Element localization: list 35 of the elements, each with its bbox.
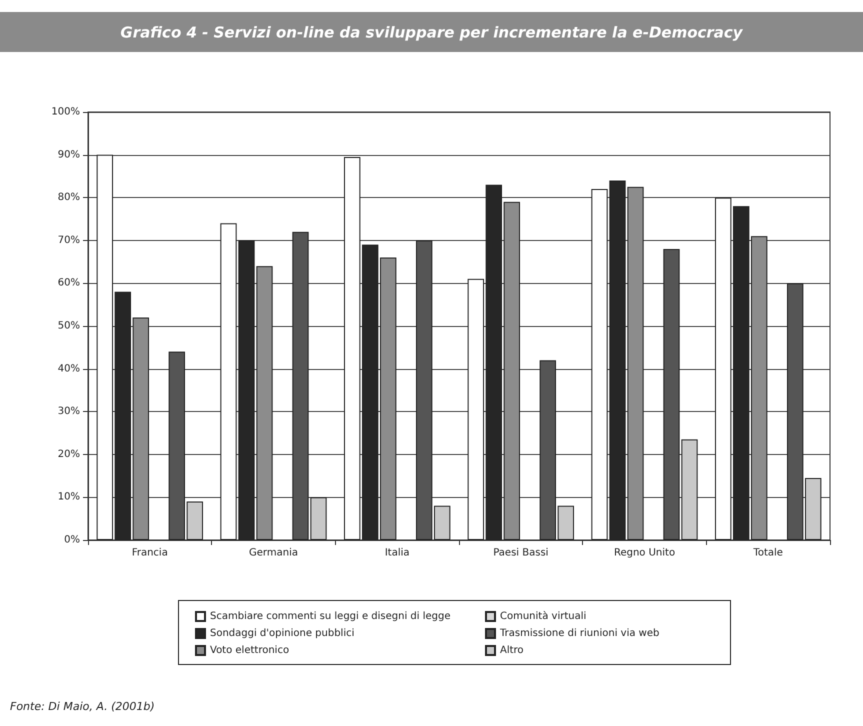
bar [681, 439, 698, 540]
y-tick-label: 100% [51, 106, 80, 118]
x-tick-label: Totale [752, 548, 783, 558]
y-tick-label: 20% [58, 448, 80, 460]
legend-label: Comunità virtuali [500, 611, 586, 622]
y-tick-label: 60% [58, 278, 80, 289]
x-tick-label: Regno Unito [614, 548, 676, 558]
chart-title: Grafico 4 - Servizi on-line da sviluppare per incrementare la e-Democracy [120, 24, 744, 42]
y-tick-label: 90% [58, 149, 80, 160]
bar [663, 248, 680, 540]
bar [310, 497, 327, 540]
y-tick-label: 40% [58, 363, 80, 374]
legend-label: Scambiare commenti su leggi e disegni di legge [210, 611, 451, 622]
legend-label: Altro [500, 645, 524, 656]
legend-label: Sondaggi d'opinione pubblici [210, 628, 354, 639]
bar [292, 232, 309, 540]
bar [591, 189, 608, 540]
legend-label: Voto elettronico [210, 645, 290, 656]
y-tick-label: 70% [58, 234, 80, 246]
y-tick-label: 0% [64, 534, 80, 546]
source-note: Fonte: Di Maio, A. (2001b) [10, 700, 155, 713]
y-tick-label: 80% [58, 192, 80, 204]
x-tick-label: Paesi Bassi [493, 548, 548, 558]
bar [627, 186, 644, 540]
bar [220, 223, 237, 540]
bar [609, 180, 626, 540]
x-tick-label: Francia [132, 548, 168, 558]
y-tick-label: 30% [58, 406, 80, 418]
legend-label: Trasmissione di riunioni via web [499, 628, 660, 639]
x-tick-label: Germania [249, 548, 298, 558]
y-tick-label: 10% [58, 492, 80, 503]
x-tick-label: Italia [384, 548, 410, 558]
y-tick-label: 50% [58, 320, 80, 332]
bar [238, 240, 255, 540]
bar [256, 266, 273, 540]
